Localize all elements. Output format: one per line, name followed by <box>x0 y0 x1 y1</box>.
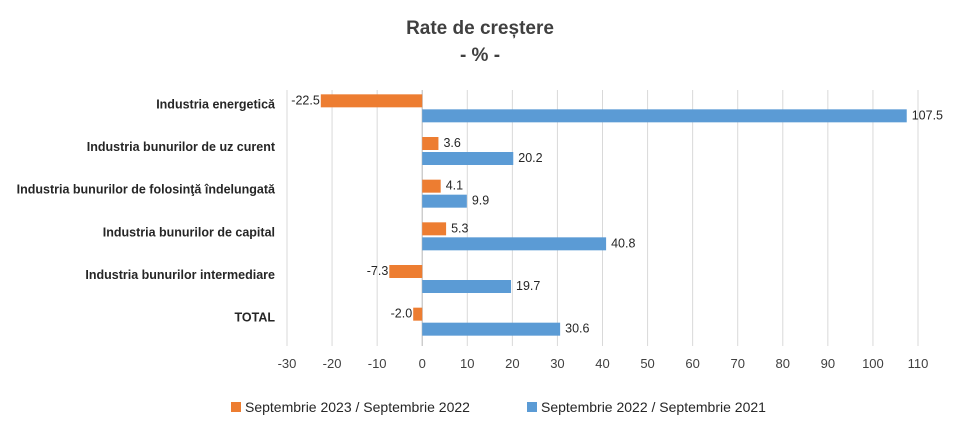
x-tick-label: 20 <box>505 356 519 371</box>
legend: Septembrie 2023 / Septembrie 2022 Septem… <box>231 399 766 415</box>
data-label: 20.2 <box>518 151 542 165</box>
bar-sep2022 <box>422 322 561 336</box>
x-tick-label: 70 <box>730 356 744 371</box>
bar-sep2022 <box>422 280 512 293</box>
x-tick-label: 80 <box>776 356 790 371</box>
chart-title: Rate de creștere <box>406 18 554 39</box>
legend-swatch-sep2023 <box>231 402 241 412</box>
bar-sep2022 <box>422 237 607 251</box>
x-tick-label: -30 <box>278 356 297 371</box>
legend-label-sep2022: Septembrie 2022 / Septembrie 2021 <box>541 399 766 415</box>
data-label: 5.3 <box>451 221 468 235</box>
x-tick-label: 100 <box>862 356 884 371</box>
x-tick-label: 90 <box>821 356 835 371</box>
x-axis-ticks: -30 -20 -10 0 10 20 30 40 50 60 70 80 90 100 110 <box>278 356 929 371</box>
data-label: 30.6 <box>565 322 589 336</box>
data-label: -2.0 <box>391 307 413 321</box>
category-label: Industria energetică <box>156 97 276 111</box>
data-label: 9.9 <box>472 194 489 208</box>
data-label: 4.1 <box>446 179 463 193</box>
data-label: 3.6 <box>443 136 460 150</box>
category-label: Industria bunurilor intermediare <box>85 268 275 282</box>
data-label: -22.5 <box>291 93 320 107</box>
category-label: Industria bunurilor de folosinţă îndelun… <box>17 183 276 197</box>
data-label: 19.7 <box>516 279 540 293</box>
data-label: -7.3 <box>367 264 389 278</box>
category-label: Industria bunurilor de capital <box>103 225 275 239</box>
bar-sep2022 <box>422 109 907 123</box>
x-tick-label: 10 <box>460 356 474 371</box>
legend-swatch-sep2022 <box>527 402 537 412</box>
x-tick-label: 60 <box>685 356 699 371</box>
x-tick-label: 50 <box>640 356 654 371</box>
gridlines <box>286 90 919 346</box>
data-label: 107.5 <box>912 108 943 122</box>
data-label: 40.8 <box>611 236 635 250</box>
x-tick-label: 30 <box>550 356 564 371</box>
x-tick-label: 110 <box>908 356 929 371</box>
category-label: Industria bunurilor de uz curent <box>87 140 276 154</box>
bar-sep2023 <box>320 94 423 108</box>
category-label: TOTAL <box>234 311 275 325</box>
x-tick-label: 0 <box>419 356 426 371</box>
data-labels: -22.5 107.5 3.6 20.2 4.1 9.9 5.3 40.8 -7.3 19.7 -2… <box>291 93 943 335</box>
chart-subtitle: - % - <box>460 45 500 66</box>
bar-sep2023 <box>413 307 423 321</box>
bar-sep2023 <box>389 265 423 278</box>
bar-sep2023 <box>422 222 447 236</box>
bar-sep2022 <box>422 152 514 165</box>
legend-label-sep2023: Septembrie 2023 / Septembrie 2022 <box>245 399 470 415</box>
x-tick-label: -20 <box>323 356 342 371</box>
bar-sep2023 <box>422 137 439 150</box>
x-tick-label: 40 <box>595 356 609 371</box>
bars <box>320 94 907 336</box>
bar-sep2022 <box>422 194 467 208</box>
category-labels: Industria energetică Industria bunurilor … <box>17 97 276 324</box>
x-tick-label: -10 <box>368 356 387 371</box>
bar-sep2023 <box>422 179 441 193</box>
